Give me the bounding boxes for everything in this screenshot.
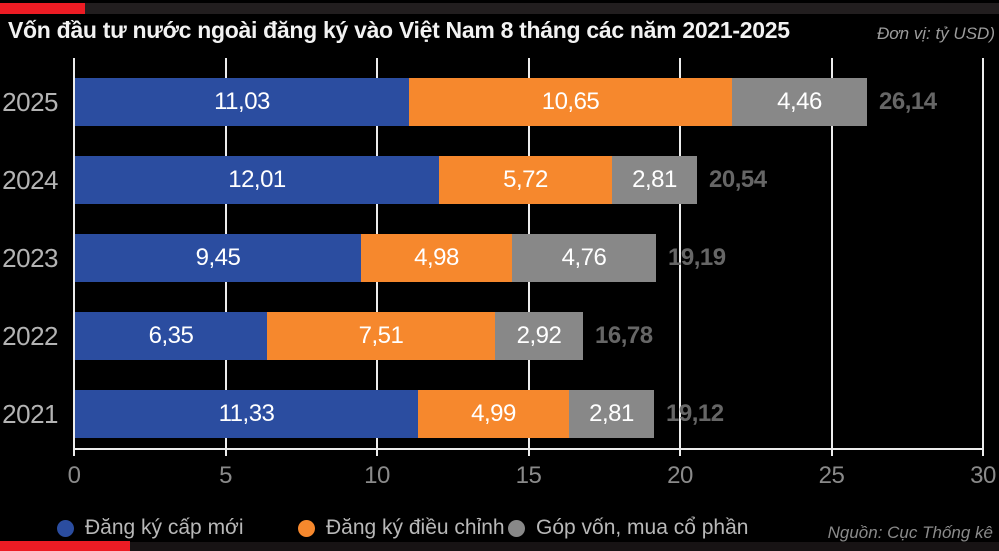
x-axis-tick bbox=[376, 448, 378, 456]
x-tick-label: 15 bbox=[515, 462, 542, 489]
year-label: 2022 bbox=[2, 321, 58, 351]
legend-label: Đăng ký cấp mới bbox=[85, 516, 244, 539]
legend-label: Đăng ký điều chỉnh bbox=[326, 516, 505, 539]
legend-item: Đăng ký điều chỉnh bbox=[298, 513, 505, 543]
legend-item: Đăng ký cấp mới bbox=[57, 513, 244, 543]
bottom-red-accent bbox=[0, 541, 130, 551]
x-tick-label: 25 bbox=[818, 462, 845, 489]
legend-item: Góp vốn, mua cổ phần bbox=[508, 513, 748, 543]
bar-value-label: 12,01 bbox=[228, 166, 286, 193]
bar-value-label: 11,33 bbox=[218, 400, 275, 427]
x-tick-label: 20 bbox=[667, 462, 693, 489]
total-label: 26,14 bbox=[879, 88, 937, 115]
bar-value-label: 7,51 bbox=[358, 322, 404, 349]
top-red-accent bbox=[0, 3, 85, 14]
gridline bbox=[982, 58, 984, 448]
source-label: Nguồn: Cục Thống kê bbox=[827, 523, 993, 542]
bar-segment-shares: 2,81 bbox=[569, 390, 654, 438]
bar-segment-shares: 4,46 bbox=[732, 78, 867, 126]
x-axis-tick bbox=[224, 448, 227, 456]
x-tick-label: 0 bbox=[67, 462, 81, 489]
x-axis-tick bbox=[830, 448, 833, 456]
x-axis-tick bbox=[982, 448, 984, 456]
bar-value-label: 2,81 bbox=[632, 166, 677, 193]
bar-segment-adjusted: 7,51 bbox=[267, 312, 495, 360]
x-tick-label: 5 bbox=[219, 462, 232, 489]
bar-value-label: 4,98 bbox=[414, 244, 459, 271]
legend: Đăng ký cấp mới Đăng ký điều chỉnh Góp vốn… bbox=[0, 513, 999, 543]
year-label: 2023 bbox=[2, 243, 58, 273]
bar-value-label: 2,81 bbox=[589, 400, 634, 427]
page-title: Vốn đầu tư nước ngoài đăng ký vào Việt N… bbox=[8, 17, 790, 43]
total-label: 19,12 bbox=[666, 400, 724, 427]
bar-value-label: 4,99 bbox=[471, 400, 516, 427]
year-label: 2025 bbox=[2, 87, 58, 117]
bar-value-label: 11,03 bbox=[214, 88, 270, 115]
x-axis-tick bbox=[73, 448, 75, 456]
top-accent-bar bbox=[0, 3, 999, 14]
bar-segment-adjusted: 4,98 bbox=[361, 234, 512, 282]
bar-segment-new: 12,01 bbox=[75, 156, 439, 204]
total-label: 20,54 bbox=[709, 166, 767, 193]
bar-value-label: 9,45 bbox=[195, 244, 241, 271]
gridline bbox=[73, 58, 75, 448]
total-label: 19,19 bbox=[668, 244, 726, 271]
year-label: 2021 bbox=[2, 399, 58, 429]
bar-value-label: 10,65 bbox=[541, 88, 600, 115]
bar-segment-new: 11,33 bbox=[75, 390, 418, 438]
bar-value-label: 6,35 bbox=[148, 322, 194, 349]
bar-segment-adjusted: 5,72 bbox=[439, 156, 612, 204]
bar-segment-adjusted: 10,65 bbox=[409, 78, 732, 126]
bar-segment-shares: 4,76 bbox=[512, 234, 656, 282]
gridline bbox=[679, 58, 681, 448]
bar-segment-new: 11,03 bbox=[75, 78, 409, 126]
bar-segment-shares: 2,92 bbox=[495, 312, 583, 360]
bottom-accent-bar bbox=[0, 542, 999, 551]
x-axis-tick bbox=[679, 448, 681, 456]
year-label: 2024 bbox=[2, 165, 58, 195]
bar-segment-shares: 2,81 bbox=[612, 156, 697, 204]
x-tick-label: 10 bbox=[364, 462, 390, 489]
legend-dot-icon bbox=[508, 519, 525, 537]
bar-value-label: 4,76 bbox=[561, 244, 607, 271]
x-tick-label: 30 bbox=[970, 462, 996, 489]
legend-dot-icon bbox=[57, 519, 74, 537]
x-axis-line bbox=[73, 448, 984, 450]
bar-segment-adjusted: 4,99 bbox=[418, 390, 569, 438]
gridline bbox=[830, 58, 833, 448]
unit-label: Đơn vị: tỷ USD) bbox=[877, 24, 995, 43]
bar-value-label: 5,72 bbox=[503, 166, 548, 193]
x-axis-tick bbox=[527, 448, 530, 456]
bar-value-label: 4,46 bbox=[777, 88, 822, 115]
bar-value-label: 2,92 bbox=[516, 322, 562, 349]
bar-segment-new: 6,35 bbox=[75, 312, 267, 360]
legend-dot-icon bbox=[298, 519, 315, 537]
total-label: 16,78 bbox=[595, 322, 653, 349]
bar-segment-new: 9,45 bbox=[75, 234, 361, 282]
legend-label: Góp vốn, mua cổ phần bbox=[536, 516, 749, 539]
